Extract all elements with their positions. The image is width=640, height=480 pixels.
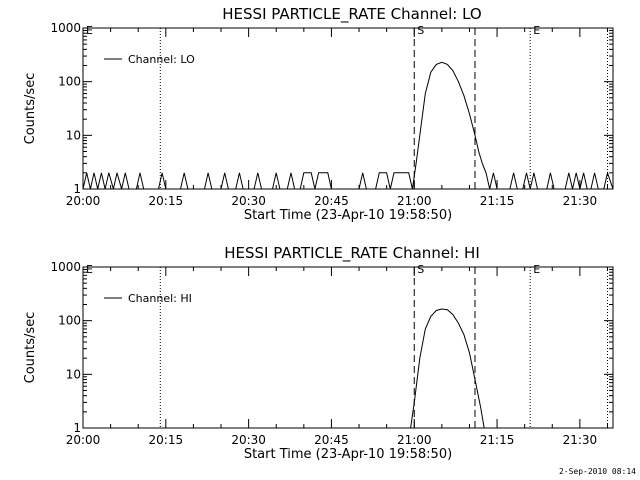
y-tick-label: 1000	[50, 260, 81, 274]
event-marker-label: E	[533, 263, 540, 276]
legend-entry: Channel: LO	[128, 53, 195, 66]
x-tick-label: 20:15	[149, 194, 184, 208]
x-tick-label: 20:45	[314, 194, 349, 208]
series-line-hi	[410, 308, 485, 429]
event-marker-label: E	[533, 24, 540, 37]
plot-frame	[82, 266, 614, 429]
y-tick-label: 1	[73, 421, 81, 435]
x-tick-label: 21:30	[563, 194, 598, 208]
x-tick-label: 21:30	[563, 433, 598, 447]
event-marker-label: E	[86, 263, 93, 276]
x-axis-label: Start Time (23-Apr-10 19:58:50)	[244, 208, 452, 223]
series-line-lo	[82, 61, 614, 190]
x-axis-label: Start Time (23-Apr-10 19:58:50)	[244, 447, 452, 462]
y-tick-label: 1000	[50, 21, 81, 35]
y-tick-label: 100	[58, 75, 81, 89]
x-tick-label: 21:00	[397, 194, 432, 208]
chart-panel-lo: HESSI PARTICLE_RATE Channel: LO 1 10 100 100…	[23, 5, 614, 223]
x-tick-label: 20:15	[149, 433, 184, 447]
x-tick-label: 21:15	[480, 433, 515, 447]
y-axis-label: Counts/sec	[23, 312, 38, 384]
x-tick-label: 20:00	[66, 433, 101, 447]
x-tick-label: 20:45	[314, 433, 349, 447]
event-marker-label: S	[417, 24, 424, 37]
x-tick-label: 21:00	[397, 433, 432, 447]
chart-title: HESSI PARTICLE_RATE Channel: LO	[222, 5, 481, 24]
x-tick-label: 20:30	[231, 194, 266, 208]
x-tick-label: 21:15	[480, 194, 515, 208]
y-tick-label: 10	[66, 128, 81, 142]
y-tick-label: 10	[66, 367, 81, 381]
legend-entry: Channel: HI	[128, 292, 192, 305]
event-marker-label: E	[86, 24, 93, 37]
footer-timestamp: 2-Sep-2010 08:14	[559, 467, 636, 476]
chart-panel-hi: HESSI PARTICLE_RATE Channel: HI 1 10 100 100…	[23, 244, 614, 462]
event-marker-label: S	[417, 263, 424, 276]
y-tick-label: 1	[73, 182, 81, 196]
x-tick-label: 20:00	[66, 194, 101, 208]
chart-title: HESSI PARTICLE_RATE Channel: HI	[224, 244, 480, 263]
y-axis-label: Counts/sec	[23, 73, 38, 145]
x-tick-label: 20:30	[231, 433, 266, 447]
y-tick-label: 100	[58, 314, 81, 328]
